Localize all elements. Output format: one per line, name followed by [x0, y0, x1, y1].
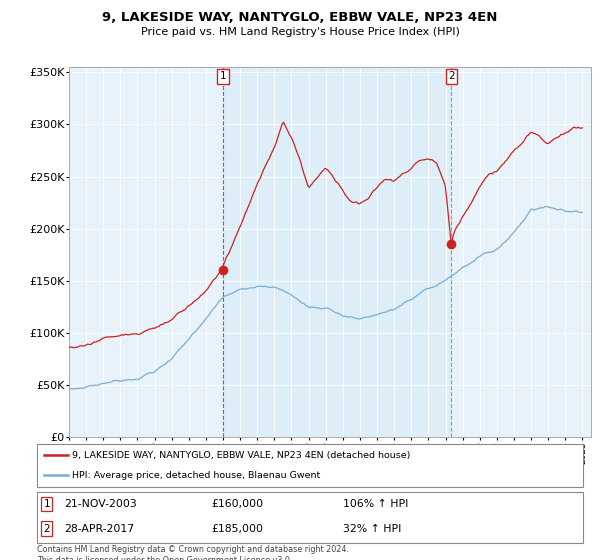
Text: Price paid vs. HM Land Registry's House Price Index (HPI): Price paid vs. HM Land Registry's House …	[140, 27, 460, 37]
Text: 1: 1	[43, 499, 50, 509]
Text: 106% ↑ HPI: 106% ↑ HPI	[343, 499, 409, 509]
Text: HPI: Average price, detached house, Blaenau Gwent: HPI: Average price, detached house, Blae…	[72, 471, 320, 480]
Text: 21-NOV-2003: 21-NOV-2003	[64, 499, 137, 509]
Text: 1: 1	[220, 71, 226, 81]
Text: 2: 2	[448, 71, 454, 81]
Text: Contains HM Land Registry data © Crown copyright and database right 2024.
This d: Contains HM Land Registry data © Crown c…	[37, 545, 349, 560]
Text: 9, LAKESIDE WAY, NANTYGLO, EBBW VALE, NP23 4EN (detached house): 9, LAKESIDE WAY, NANTYGLO, EBBW VALE, NP…	[72, 451, 410, 460]
Text: 32% ↑ HPI: 32% ↑ HPI	[343, 524, 401, 534]
Text: 2: 2	[43, 524, 50, 534]
Text: 28-APR-2017: 28-APR-2017	[64, 524, 134, 534]
Text: £185,000: £185,000	[211, 524, 263, 534]
Bar	[223, 67, 451, 437]
Text: 9, LAKESIDE WAY, NANTYGLO, EBBW VALE, NP23 4EN: 9, LAKESIDE WAY, NANTYGLO, EBBW VALE, NP…	[103, 11, 497, 24]
Text: £160,000: £160,000	[211, 499, 263, 509]
